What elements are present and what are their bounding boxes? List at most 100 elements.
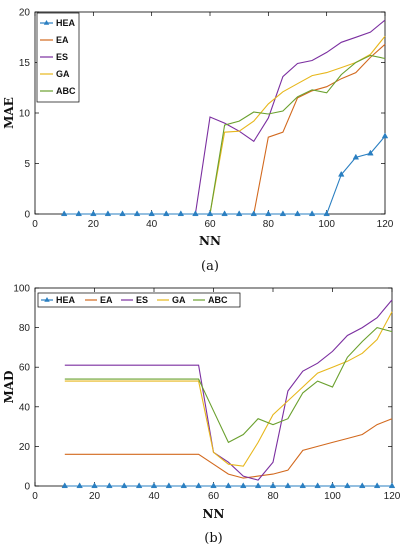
legend-label-es: ES <box>56 52 68 62</box>
data-point-hea <box>119 210 126 217</box>
y-tick-label: 5 <box>24 159 30 170</box>
x-tick-label: 120 <box>377 219 394 230</box>
y-tick-label: 40 <box>19 402 31 413</box>
y-axis-label: MAE <box>2 97 16 129</box>
chart-b-mad: 0 20 40 60 80 100 120 0 20 40 60 80 100 NN MAD (b) HEA EA… <box>2 284 401 547</box>
y-tick-label: 0 <box>24 482 30 493</box>
data-point-hea <box>250 210 257 217</box>
data-point-hea <box>344 482 351 489</box>
legend: HEA EA ES GA ABC <box>36 12 80 103</box>
legend-label-abc: ABC <box>56 86 76 96</box>
y-axis-label: MAD <box>2 371 16 404</box>
legend-label-abc: ABC <box>208 295 228 305</box>
data-point-hea <box>165 482 173 489</box>
data-point-hea <box>148 210 155 217</box>
x-tick-label: 20 <box>89 491 101 502</box>
data-point-hea <box>76 482 83 489</box>
data-point-hea <box>195 482 202 489</box>
x-tick-label: 80 <box>267 491 279 502</box>
x-tick-label: 80 <box>263 219 275 230</box>
legend-box <box>37 292 241 308</box>
data-point-hea <box>284 482 292 489</box>
x-tick-label: 40 <box>148 491 160 502</box>
x-tick-label: 60 <box>208 491 220 502</box>
data-point-hea <box>308 210 316 217</box>
data-point-hea <box>135 482 143 489</box>
x-tick-label: 40 <box>146 219 158 230</box>
data-point-hea <box>269 482 277 489</box>
data-point-hea <box>133 210 141 217</box>
data-point-hea <box>60 210 68 217</box>
data-point-hea <box>106 482 113 489</box>
plot-frame <box>34 11 386 215</box>
data-point-hea <box>104 210 112 217</box>
y-tick-label: 10 <box>19 109 31 120</box>
y-tick-label: 100 <box>13 284 30 295</box>
figure-caption: (a) <box>201 259 219 274</box>
y-tick-label: 20 <box>19 442 31 453</box>
series-line-abc <box>64 326 393 444</box>
data-point-hea <box>329 482 336 489</box>
data-point-hea <box>279 210 287 217</box>
data-point-hea <box>381 132 389 139</box>
data-point-hea <box>163 210 170 217</box>
series-line-ga <box>64 311 393 467</box>
data-point-hea <box>225 482 232 489</box>
y-tick-label: 0 <box>24 210 30 221</box>
data-point-hea <box>91 482 98 489</box>
legend-label-ea: EA <box>56 35 69 45</box>
data-point-hea <box>388 482 396 489</box>
legend-label-hea: HEA <box>56 295 76 305</box>
x-tick-label: 20 <box>88 219 100 230</box>
y-tick-label: 15 <box>19 58 31 69</box>
data-point-hea <box>61 482 68 489</box>
data-point-hea <box>338 170 345 177</box>
legend-label-ga: GA <box>172 295 186 305</box>
legend-label-hea: HEA <box>56 18 76 28</box>
data-point-hea <box>221 210 228 217</box>
legend: HEA EA ES GA ABC <box>37 292 241 308</box>
plot-frame <box>34 287 393 487</box>
y-tick-label: 20 <box>19 8 31 19</box>
data-point-hea <box>240 482 247 489</box>
figure-caption: (b) <box>204 531 222 546</box>
series-line-ea <box>64 418 393 479</box>
x-tick-label: 0 <box>32 219 38 230</box>
legend-label-es: ES <box>136 295 148 305</box>
data-point-hea <box>121 482 128 489</box>
data-point-hea <box>177 210 185 217</box>
x-tick-label: 100 <box>324 491 341 502</box>
data-point-hea <box>373 482 381 489</box>
data-point-hea <box>367 149 374 156</box>
data-point-hea <box>235 210 243 217</box>
x-axis-label: NN <box>199 234 221 248</box>
data-point-hea <box>359 482 366 489</box>
data-point-hea <box>352 153 360 160</box>
y-tick-label: 80 <box>19 323 31 334</box>
legend-label-ea: EA <box>100 295 113 305</box>
legend-label-ga: GA <box>56 69 70 79</box>
data-point-hea <box>192 210 199 217</box>
x-tick-label: 60 <box>204 219 216 230</box>
data-point-hea <box>75 210 82 217</box>
data-point-hea <box>90 210 97 217</box>
data-point-hea <box>210 482 217 489</box>
data-point-hea <box>150 482 158 489</box>
legend-marker-hea <box>43 20 50 25</box>
data-point-hea <box>254 482 262 489</box>
x-tick-label: 100 <box>318 219 335 230</box>
data-point-hea <box>314 482 321 489</box>
data-point-hea <box>180 482 187 489</box>
data-point-hea <box>294 210 301 217</box>
data-point-hea <box>265 210 272 217</box>
data-point-hea <box>323 210 330 217</box>
y-tick-label: 60 <box>19 363 31 374</box>
x-axis-label: NN <box>203 507 225 521</box>
chart-a-mae: 0 20 40 60 80 100 120 0 5 10 15 20 NN MAE (a) HEA EA ES GA… <box>2 8 394 275</box>
legend-marker-hea <box>44 297 50 302</box>
data-point-hea <box>206 210 214 217</box>
data-point-hea <box>299 482 306 489</box>
x-tick-label: 0 <box>32 491 38 502</box>
x-tick-label: 120 <box>384 491 401 502</box>
